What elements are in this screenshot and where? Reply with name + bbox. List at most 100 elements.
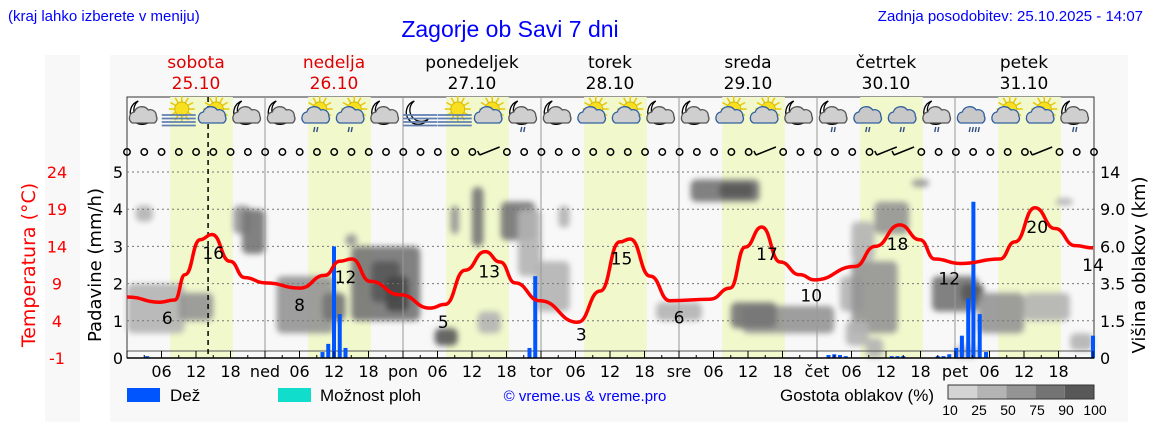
cloud-blob [450,205,460,234]
rain-drop [523,126,526,133]
cloud-blob [535,261,570,312]
x-tick-label: čet [805,362,830,381]
sun-ray [312,97,317,104]
day-date: 30.10 [862,74,911,94]
fog-sun-icon [161,96,196,127]
cloud-icon [680,106,710,124]
day-name: sreda [724,53,771,73]
temperature-label: 8 [294,296,305,316]
rain-bar [145,356,150,358]
x-tick-label: 18 [220,362,240,381]
moon-fog-icon [403,100,438,127]
cloud-blob [730,302,777,329]
cloud-shape [128,106,158,124]
density-swatch [1006,385,1036,399]
x-tick-label: 06 [703,362,723,381]
cloud-shape [853,106,883,124]
rain-drop [977,126,980,133]
cloud-icon [266,106,296,124]
cloud-shape [301,106,331,124]
cloud-icon [784,106,814,124]
sun-ray [342,101,349,107]
x-tick-label: 06 [427,362,447,381]
cloud-shape [1025,106,1055,124]
sun-ray [497,101,504,107]
x-tick-label: 12 [324,362,344,381]
rain-bar [959,335,964,358]
x-tick-label: 12 [186,362,206,381]
x-tick-label: 12 [600,362,620,381]
rain-bar [843,356,848,358]
wind-barb-icon [1029,146,1053,156]
cloud-rain-icon [853,106,883,133]
rain-bar [838,355,842,358]
cloud-blob [1055,198,1073,206]
cloud-blob [345,234,357,247]
wind-calm-icon [727,148,736,156]
sun-disc [450,101,466,117]
wind-calm-icon [243,148,252,156]
sun-ray [325,101,332,107]
cloud-icon [887,106,917,124]
last-update: Zadnja posodobitev: 25.10.2025 - 14:07 [878,8,1143,25]
sun-ray [446,101,453,107]
sun-ray [460,97,465,104]
rain-drop [316,126,319,133]
sun-ray [584,101,591,107]
wind-calm-icon [692,148,701,156]
rain-drop [868,126,871,133]
copyright-link[interactable]: © vreme.us & vreme.pro [504,388,667,405]
page-title: Zagorje ob Savi 7 dni [401,16,618,42]
sun-ray [485,97,490,104]
moon-cloud-rain-icon [922,100,952,133]
sun-ray [450,97,455,104]
temperature-tick-label: 14 [47,237,67,256]
wind-barb-icon [476,146,500,156]
sun-ray [322,97,327,104]
rain-drop [1072,126,1075,133]
cloud-icon [232,106,262,124]
sun-ray [618,101,625,107]
day-date: 25.10 [172,74,221,94]
cloud-icon [818,106,848,124]
moon-cloud-icon [370,100,400,125]
temperature-label: 14 [1082,256,1104,276]
temperature-label: 6 [674,308,685,328]
plot-background [126,96,1095,359]
wind-calm-icon [744,148,753,156]
wind-calm-icon [226,148,235,156]
rain-bar [895,356,900,358]
sun-ray [739,101,746,107]
wind-calm-icon [675,148,684,156]
sun-cloud-rain-icon [335,96,368,133]
rain-bar [889,356,894,358]
day-name: sobota [167,53,225,73]
density-level-label: 10 [942,402,958,418]
wind-barb-icon [874,146,898,156]
cloud-blob [851,261,898,334]
cloud-shape [232,106,262,124]
x-tick-label: 12 [738,362,758,381]
precip-tick-label: 5 [113,163,123,182]
rain-drop [350,126,353,133]
moon-cloud-icon [784,100,814,125]
rain-bar [941,356,946,358]
wind-calm-icon [416,148,425,156]
wind-calm-icon [382,148,390,156]
temperature-label: 15 [611,249,633,269]
weather-icons [128,96,1090,133]
cloud-tick-label: 0 [1100,349,1110,368]
wind-calm-icon [347,148,356,156]
cloud-blob [472,186,484,247]
rain-drop [1075,126,1078,133]
wind-calm-icon [140,148,149,156]
temperature-label: 5 [438,313,449,333]
sun-cloud-icon [715,96,747,124]
cloud-icon [646,106,676,124]
x-tick-label: 18 [1048,362,1068,381]
sun-ray [598,97,603,104]
rain-bar [320,352,325,358]
wind-calm-icon [261,148,270,156]
cloud-shape [818,106,848,124]
cloud-blob [477,311,501,334]
